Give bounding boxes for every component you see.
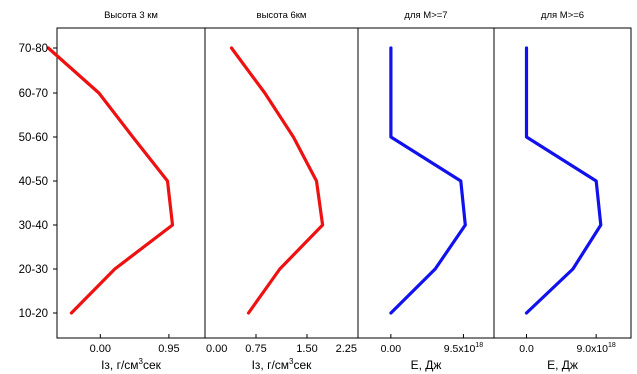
x-tick-label: 0.75 [245, 343, 266, 355]
x-axis-label: E, Дж [547, 358, 578, 372]
x-axis-label: Iз, г/см3сек [101, 357, 162, 372]
x-axis-label: E, Дж [411, 358, 442, 372]
x-tick-label: 0.00 [90, 343, 111, 355]
series-line [389, 46, 467, 315]
x-tick-label: 0.95 [158, 343, 179, 355]
panel-frame [357, 27, 495, 339]
series-line [46, 46, 175, 315]
series-line [229, 46, 325, 315]
x-axis-label: Iз, г/см3сек [252, 357, 313, 372]
chart-panel-4: для M>=6 0.0 9.0x1018 E, Дж [493, 10, 632, 372]
y-tick-label: 30-40 [19, 220, 48, 232]
y-tick-label: 70-80 [19, 43, 48, 55]
panel-title: для M>=6 [541, 10, 584, 21]
x-tick-label: 1.50 [296, 343, 317, 355]
panel-frame [204, 27, 359, 339]
y-tick-label: 60-70 [19, 88, 48, 100]
panel-title: для M>=7 [404, 10, 447, 21]
category-axis: 10-20 20-30 30-40 40-50 50-60 60-70 70-80 [19, 43, 57, 320]
y-tick-label: 40-50 [19, 176, 48, 188]
y-tick-label: 10-20 [19, 308, 48, 320]
panel-frame [493, 27, 632, 339]
panel-title: высота 6км [257, 10, 307, 21]
chart-panel-1: Высота 3 км 0.00 0.95 Iз, г/см3сек [46, 10, 206, 372]
x-tick-label: 9.5x1018 [444, 342, 483, 355]
x-tick-label: 9.0x1018 [577, 342, 616, 355]
x-tick-label: 0.00 [206, 343, 227, 355]
x-tick-label: 0.0 [519, 343, 534, 355]
x-tick-label: 2.25 [336, 343, 357, 355]
chart-panel-2: высота 6км 0.00 0.75 1.50 2.25 Iз, г/см3сек [204, 10, 359, 372]
series-line [524, 46, 603, 315]
y-tick-label: 20-30 [19, 264, 48, 276]
x-tick-label: 0.00 [381, 343, 402, 355]
panel-title: Высота 3 км [104, 10, 158, 21]
y-tick-label: 50-60 [19, 132, 48, 144]
